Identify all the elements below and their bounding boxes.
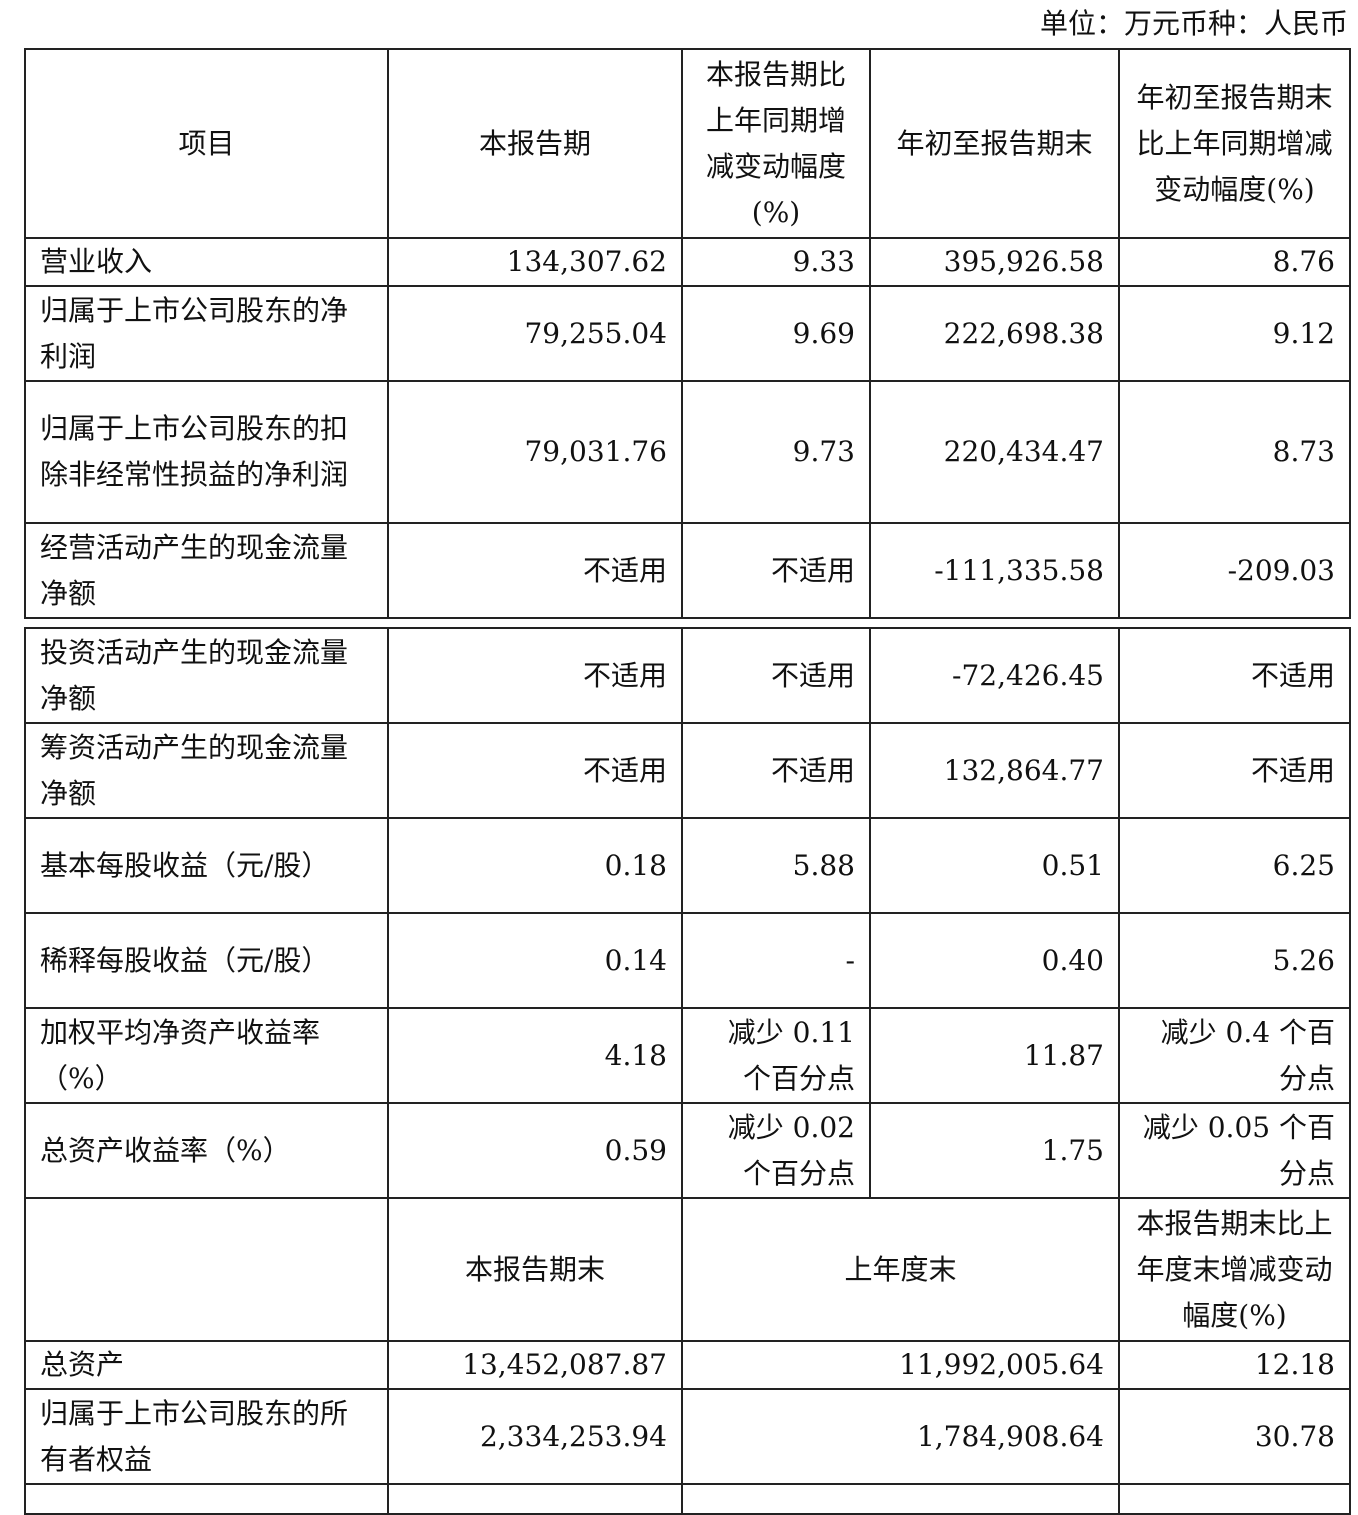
cell-ytd: 132,864.77 [869,722,1120,819]
cell-change: 30.78 [1118,1388,1351,1485]
cell-prior-year-end: 1,784,908.64 [681,1388,1120,1485]
table-row: 筹资活动产生的现金流量净额 不适用 不适用 132,864.77 不适用 [24,722,1351,819]
cell-item: 基本每股收益（元/股） [24,817,389,914]
cell-ytd: 222,698.38 [869,285,1120,382]
balance-header-change: 本报告期末比上年度末增减变动幅度(%) [1118,1197,1351,1342]
cell-current-change: 减少 0.11 个百分点 [681,1007,871,1104]
balance-header-prior-year-end: 上年度末 [681,1197,1120,1342]
cell-ytd: 220,434.47 [869,380,1120,524]
balance-header-row: 本报告期末 上年度末 本报告期末比上年度末增减变动幅度(%) [24,1197,1351,1342]
table-row: 投资活动产生的现金流量净额 不适用 不适用 -72,426.45 不适用 [24,627,1351,724]
cell-item: 总资产收益率（%） [24,1102,389,1199]
cell-current-change: 9.33 [681,237,871,287]
cell-item: 筹资活动产生的现金流量净额 [24,722,389,819]
cell-current-change: 不适用 [681,627,871,724]
table-row: 营业收入 134,307.62 9.33 395,926.58 8.76 [24,237,1351,287]
cell-current-change: 减少 0.02 个百分点 [681,1102,871,1199]
cell-current: 0.14 [387,912,683,1009]
cell-ytd: 11.87 [869,1007,1120,1104]
header-current-change: 本报告期比上年同期增减变动幅度(%) [681,48,871,239]
cell-current: 4.18 [387,1007,683,1104]
cell-ytd: 395,926.58 [869,237,1120,287]
cell-ytd-change: 减少 0.4 个百分点 [1118,1007,1351,1104]
table-row: 归属于上市公司股东的扣除非经常性损益的净利润 79,031.76 9.73 220,4… [24,380,1351,524]
cell-ytd-change: -209.03 [1118,522,1351,619]
cell-current-change: 9.69 [681,285,871,382]
cell-ytd-change: 6.25 [1118,817,1351,914]
cell-item: 总资产 [24,1340,389,1390]
cell-item: 归属于上市公司股东的扣除非经常性损益的净利润 [24,380,389,524]
cell-change: 12.18 [1118,1340,1351,1390]
cell-item: 归属于上市公司股东的所有者权益 [24,1388,389,1485]
table-row: 基本每股收益（元/股） 0.18 5.88 0.51 6.25 [24,817,1351,914]
cell-item: 归属于上市公司股东的净利润 [24,285,389,382]
cell-ytd-change: 不适用 [1118,722,1351,819]
cell-current-change: 不适用 [681,722,871,819]
cell-ytd: 0.40 [869,912,1120,1009]
cell-ytd-change: 8.73 [1118,380,1351,524]
cell-ytd-change: 9.12 [1118,285,1351,382]
financial-table-part2: 投资活动产生的现金流量净额 不适用 不适用 -72,426.45 不适用 筹资活动产生的现… [24,627,1351,1515]
cell-ytd-change: 5.26 [1118,912,1351,1009]
cell-current-change: 9.73 [681,380,871,524]
table-row: 归属于上市公司股东的所有者权益 2,334,253.94 1,784,908.64 3… [24,1388,1351,1485]
cell-period-end: 2,334,253.94 [387,1388,683,1485]
cell-current-change: 不适用 [681,522,871,619]
balance-header-period-end: 本报告期末 [387,1197,683,1342]
balance-header-item [24,1197,389,1342]
cell-ytd-change: 8.76 [1118,237,1351,287]
cell-ytd-change: 不适用 [1118,627,1351,724]
cell-current: 不适用 [387,522,683,619]
cell-ytd-change: 减少 0.05 个百分点 [1118,1102,1351,1199]
cell-current-change: - [681,912,871,1009]
header-ytd: 年初至报告期末 [869,48,1120,239]
cell-current: 134,307.62 [387,237,683,287]
cell-item: 经营活动产生的现金流量净额 [24,522,389,619]
cell-prior-year-end: 11,992,005.64 [681,1340,1120,1390]
cell-current: 不适用 [387,627,683,724]
cell-current: 0.59 [387,1102,683,1199]
cell-item: 投资活动产生的现金流量净额 [24,627,389,724]
table-row: 加权平均净资产收益率（%） 4.18 减少 0.11 个百分点 11.87 减少 0.4… [24,1007,1351,1104]
table-row-partial [24,1483,1351,1515]
cell-period-end: 13,452,087.87 [387,1340,683,1390]
header-item: 项目 [24,48,389,239]
cell-current: 0.18 [387,817,683,914]
cell-current-change: 5.88 [681,817,871,914]
cell-current: 79,255.04 [387,285,683,382]
table-row: 经营活动产生的现金流量净额 不适用 不适用 -111,335.58 -209.03 [24,522,1351,619]
table-row: 稀释每股收益（元/股） 0.14-0.40 5.26 [24,912,1351,1009]
table-row: 归属于上市公司股东的净利润 79,255.04 9.69 222,698.38 9.12 [24,285,1351,382]
cell-ytd: -111,335.58 [869,522,1120,619]
header-ytd-change: 年初至报告期末比上年同期增减变动幅度(%) [1118,48,1351,239]
table-row: 总资产 13,452,087.87 11,992,005.64 12.18 [24,1340,1351,1390]
cell-ytd: 1.75 [869,1102,1120,1199]
unit-label: 单位：万元币种：人民币 [1039,7,1348,40]
financial-table-part1: 项目 本报告期 本报告期比上年同期增减变动幅度(%) 年初至报告期末 年初至报告… [24,48,1351,619]
cell-ytd: 0.51 [869,817,1120,914]
table-row: 总资产收益率（%） 0.59 减少 0.02 个百分点 1.75 减少 0.05 个百分… [24,1102,1351,1199]
header-row: 项目 本报告期 本报告期比上年同期增减变动幅度(%) 年初至报告期末 年初至报告… [24,48,1351,239]
cell-current: 79,031.76 [387,380,683,524]
cell-ytd: -72,426.45 [869,627,1120,724]
cell-current: 不适用 [387,722,683,819]
cell-item: 营业收入 [24,237,389,287]
header-current: 本报告期 [387,48,683,239]
cell-item: 加权平均净资产收益率（%） [24,1007,389,1104]
cell-item: 稀释每股收益（元/股） [24,912,389,1009]
